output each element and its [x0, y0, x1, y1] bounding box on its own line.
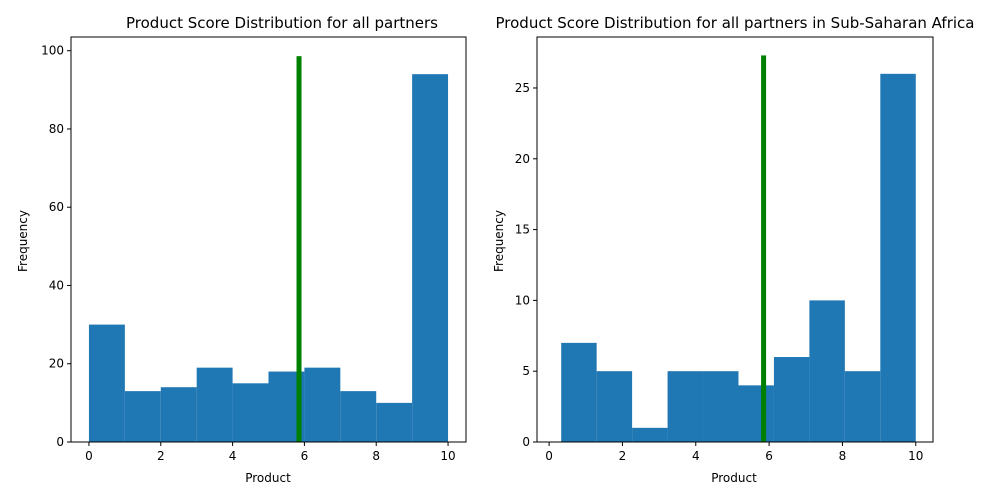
histogram-bar: [340, 391, 377, 442]
x-tick-label: 2: [619, 449, 627, 463]
marker-line: [761, 55, 767, 443]
axes-frame: [70, 36, 467, 443]
y-axis-label: Frequency: [492, 210, 506, 272]
y-tick-label: 5: [522, 364, 530, 378]
histogram-bar: [88, 324, 125, 442]
histogram-bar: [596, 371, 633, 442]
x-tick-label: 10: [440, 449, 455, 463]
histogram-bar: [773, 357, 810, 442]
histogram-bar: [667, 371, 704, 442]
histogram-panel-all-partners: Product Score Distribution for all partn…: [16, 14, 467, 485]
histogram-bar: [738, 385, 774, 442]
x-tick-label: 6: [765, 449, 773, 463]
y-tick-label: 10: [515, 293, 530, 307]
y-tick-label: 15: [515, 223, 530, 237]
x-tick-label: 2: [157, 449, 165, 463]
marker-line-group: [761, 55, 767, 443]
histogram-bar: [376, 402, 413, 442]
y-tick-label: 0: [522, 435, 530, 449]
x-tick-label: 8: [839, 449, 847, 463]
y-tick-label: 20: [515, 152, 530, 166]
x-tick-label: 6: [301, 449, 309, 463]
histogram-panel-sub-saharan-africa: Product Score Distribution for all partn…: [492, 14, 974, 485]
histogram-bar: [160, 387, 197, 442]
x-tick-label: 10: [908, 449, 923, 463]
y-tick-label: 0: [56, 435, 64, 449]
y-tick-label: 40: [49, 278, 64, 292]
histogram-bar: [124, 391, 161, 442]
marker-line-group: [296, 56, 302, 442]
y-axis-label: Frequency: [16, 210, 30, 272]
x-tick-label: 0: [545, 449, 553, 463]
histogram-bar: [196, 367, 233, 442]
histogram-bar: [880, 73, 916, 443]
x-ticks: 0 2 4 6 8 10: [545, 442, 923, 463]
y-tick-label: 80: [49, 122, 64, 136]
chart-title: Product Score Distribution for all partn…: [126, 14, 438, 32]
x-tick-label: 0: [85, 449, 93, 463]
x-axis-label: Product: [711, 471, 757, 485]
x-tick-label: 4: [229, 449, 237, 463]
y-tick-label: 60: [49, 200, 64, 214]
histogram-bar: [632, 427, 668, 442]
x-ticks: 0 2 4 6 8 10: [85, 442, 456, 463]
bars-group: [561, 73, 916, 443]
histogram-bar: [412, 74, 449, 442]
histogram-bar: [809, 300, 845, 442]
chart-title: Product Score Distribution for all partn…: [496, 14, 975, 32]
histogram-bar: [844, 371, 881, 442]
y-ticks: 0 20 40 60 80 100: [41, 44, 71, 449]
x-tick-label: 4: [692, 449, 700, 463]
bars-group: [88, 74, 449, 442]
y-ticks: 0 5 10 15 20 25: [515, 81, 537, 449]
histogram-bar: [232, 383, 269, 442]
x-axis-label: Product: [245, 471, 291, 485]
y-tick-label: 25: [515, 81, 530, 95]
marker-line: [296, 56, 302, 442]
histogram-bar: [304, 367, 341, 442]
histogram-bar: [561, 342, 597, 442]
y-tick-label: 20: [49, 357, 64, 371]
y-tick-label: 100: [41, 44, 64, 58]
x-tick-label: 8: [372, 449, 380, 463]
axes-frame: [536, 36, 934, 443]
histogram-bar: [703, 371, 739, 442]
